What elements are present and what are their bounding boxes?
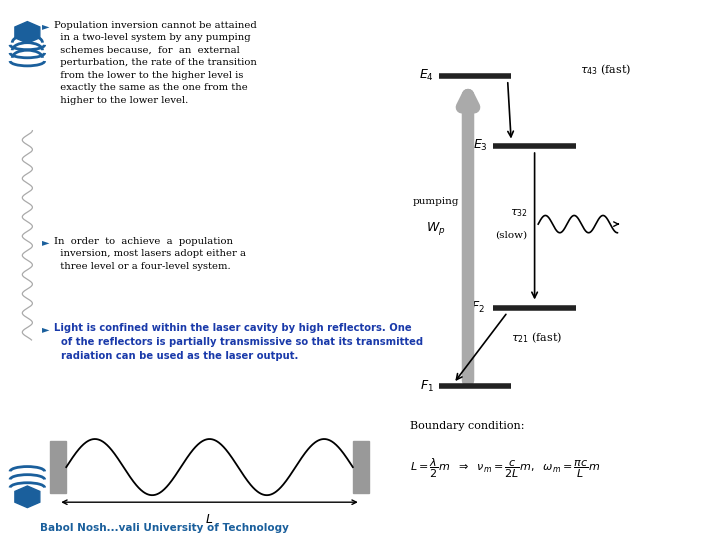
Text: $L$: $L$ — [205, 513, 214, 526]
Text: $W_p$: $W_p$ — [426, 220, 446, 237]
Text: $E_4$: $E_4$ — [418, 68, 433, 83]
Text: pumping: pumping — [413, 197, 459, 206]
Text: ►: ► — [42, 324, 49, 334]
Text: (slow): (slow) — [495, 231, 527, 239]
Bar — [353, 442, 369, 492]
Text: ►: ► — [42, 22, 49, 32]
Text: Boundary condition:: Boundary condition: — [410, 421, 525, 431]
Text: Light is confined within the laser cavity by high reflectors. One
  of the refle: Light is confined within the laser cavit… — [54, 323, 423, 361]
Text: Babol Nosh...vali University of Technology: Babol Nosh...vali University of Technolo… — [40, 523, 289, 533]
Text: $F_1$: $F_1$ — [420, 379, 433, 394]
Text: $\tau_{21}$ (fast): $\tau_{21}$ (fast) — [511, 330, 562, 345]
Text: Population inversion cannot be attained
  in a two-level system by any pumping
 : Population inversion cannot be attained … — [54, 21, 257, 105]
Text: $E_3$: $E_3$ — [472, 138, 487, 153]
Text: ►: ► — [42, 238, 49, 248]
Text: $\tau_{43}$ (fast): $\tau_{43}$ (fast) — [580, 63, 631, 78]
Text: In  order  to  achieve  a  population
  inversion, most lasers adopt either a
  : In order to achieve a population inversi… — [54, 237, 246, 271]
Text: $F_2$: $F_2$ — [471, 300, 485, 315]
Bar — [50, 442, 66, 492]
Text: $\tau_{32}$: $\tau_{32}$ — [510, 207, 527, 219]
Text: $L=\dfrac{\lambda}{2}m$  $\Rightarrow$  $\nu_m=\dfrac{c}{2L}m,$  $\omega_m=\dfra: $L=\dfrac{\lambda}{2}m$ $\Rightarrow$ $\… — [410, 456, 600, 480]
